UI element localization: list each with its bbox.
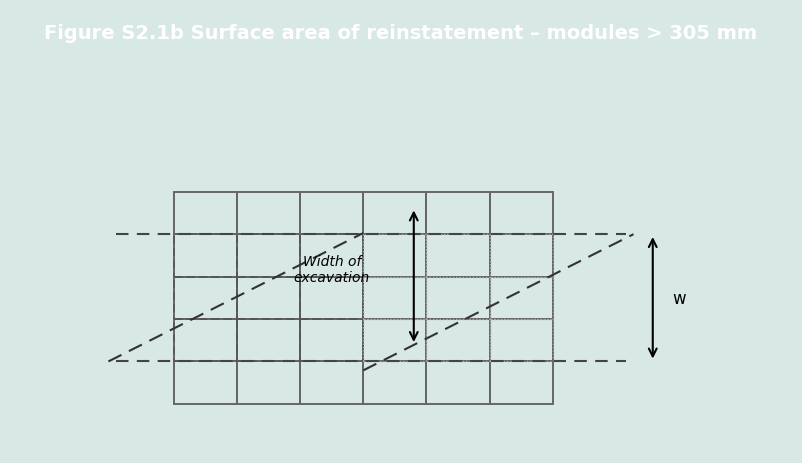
Bar — [237, 235, 300, 277]
Bar — [300, 319, 363, 362]
Bar — [237, 235, 300, 277]
Bar — [300, 235, 363, 277]
Bar — [363, 235, 427, 277]
Bar — [174, 235, 237, 277]
Bar — [363, 362, 427, 404]
Bar — [363, 192, 427, 235]
Bar — [489, 192, 553, 235]
Bar — [427, 235, 489, 277]
Bar — [427, 192, 489, 235]
Bar — [174, 277, 237, 319]
Bar — [489, 235, 553, 277]
Bar — [489, 235, 553, 277]
Text: Figure S2.1b Surface area of reinstatement – modules > 305 mm: Figure S2.1b Surface area of reinstateme… — [44, 24, 758, 43]
Bar — [489, 319, 553, 362]
Bar — [427, 319, 489, 362]
Bar — [427, 235, 489, 277]
Bar — [363, 277, 427, 319]
Bar — [300, 277, 363, 319]
Bar — [300, 235, 363, 277]
Bar — [174, 362, 237, 404]
Bar — [489, 319, 553, 362]
Bar — [174, 192, 237, 235]
Bar — [363, 277, 427, 319]
Bar — [174, 319, 237, 362]
Text: w: w — [672, 289, 686, 307]
Bar — [237, 192, 300, 235]
Bar — [237, 362, 300, 404]
Bar — [427, 277, 489, 319]
Bar — [237, 277, 300, 319]
Bar — [300, 277, 363, 319]
Bar — [363, 235, 427, 277]
Bar — [237, 319, 300, 362]
Bar — [300, 192, 363, 235]
Bar — [300, 319, 363, 362]
Bar — [427, 319, 489, 362]
Bar — [300, 362, 363, 404]
Bar — [363, 319, 427, 362]
Bar — [237, 277, 300, 319]
Bar — [489, 362, 553, 404]
Bar — [174, 235, 237, 277]
Bar — [489, 277, 553, 319]
Bar — [174, 319, 237, 362]
Bar — [427, 277, 489, 319]
Text: Width of
excavation: Width of excavation — [294, 254, 370, 284]
Bar — [427, 362, 489, 404]
Bar — [174, 277, 237, 319]
Bar — [237, 319, 300, 362]
Bar — [363, 319, 427, 362]
Bar — [489, 277, 553, 319]
